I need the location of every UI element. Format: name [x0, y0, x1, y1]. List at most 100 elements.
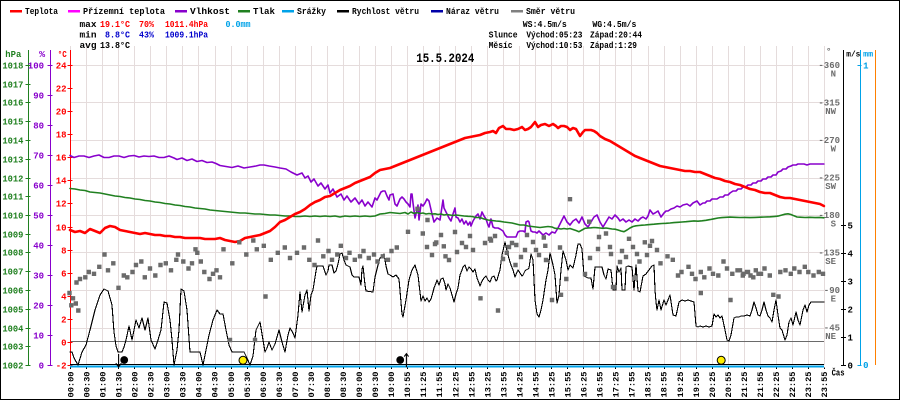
svg-text:18:25: 18:25	[644, 372, 654, 398]
svg-text:05:30: 05:30	[243, 372, 253, 398]
svg-text:10:00: 10:00	[387, 372, 397, 398]
svg-text:13:55: 13:55	[499, 371, 509, 397]
svg-text:17:25: 17:25	[612, 372, 622, 398]
svg-text:04:00: 04:00	[195, 372, 205, 398]
svg-text:-90: -90	[824, 286, 840, 296]
svg-text:03:00: 03:00	[163, 372, 173, 398]
svg-text:23:25: 23:25	[804, 372, 814, 398]
svg-text:8.8°C: 8.8°C	[105, 30, 131, 40]
svg-text:24: 24	[56, 62, 67, 72]
svg-text:11:55: 11:55	[435, 372, 445, 398]
svg-text:06:00: 06:00	[259, 372, 269, 398]
svg-text:19:25: 19:25	[676, 372, 686, 398]
svg-text:S: S	[831, 220, 837, 230]
svg-text:2: 2	[848, 306, 853, 316]
svg-text:18: 18	[56, 131, 67, 141]
svg-text:-45: -45	[824, 324, 840, 334]
svg-text:0: 0	[863, 361, 868, 371]
svg-text:Slunce: Slunce	[489, 30, 518, 40]
svg-text:1016: 1016	[2, 99, 23, 109]
svg-text:17:55: 17:55	[628, 372, 638, 398]
svg-text:WS:4.5m/s: WS:4.5m/s	[523, 20, 567, 30]
svg-text:0.0mm: 0.0mm	[226, 20, 252, 30]
svg-text:1002: 1002	[2, 362, 23, 372]
svg-text:-270: -270	[818, 136, 840, 146]
svg-text:40: 40	[33, 242, 44, 252]
svg-text:09:30: 09:30	[371, 372, 381, 398]
svg-text:80: 80	[33, 122, 44, 132]
svg-text:19:55: 19:55	[692, 372, 702, 398]
svg-text:100: 100	[28, 62, 44, 72]
svg-text:19.1°C: 19.1°C	[100, 20, 131, 30]
svg-text:12: 12	[56, 200, 67, 210]
svg-text:0: 0	[39, 362, 44, 372]
svg-text:Čas: Čas	[832, 368, 845, 379]
svg-text:W: W	[831, 145, 837, 155]
svg-text:WG:4.5m/s: WG:4.5m/s	[592, 20, 636, 30]
svg-text:09:00: 09:00	[355, 372, 365, 398]
svg-text:15.5.2024: 15.5.2024	[416, 51, 474, 66]
svg-text:Teplota: Teplota	[25, 7, 59, 17]
svg-text:1004: 1004	[2, 325, 24, 335]
svg-text:Směr větru: Směr větru	[526, 7, 575, 17]
svg-text:00:30: 00:30	[82, 372, 92, 398]
svg-text:E: E	[831, 295, 837, 305]
svg-text:22:55: 22:55	[788, 372, 798, 398]
svg-text:1006: 1006	[2, 287, 23, 297]
svg-text:Západ:20:44: Západ:20:44	[590, 30, 643, 40]
svg-text:-315: -315	[818, 99, 840, 109]
svg-text:16:25: 16:25	[580, 372, 590, 398]
svg-text:max: max	[80, 20, 98, 30]
svg-text:SE: SE	[825, 257, 836, 267]
svg-text:02:30: 02:30	[147, 372, 157, 398]
svg-text:13:25: 13:25	[483, 372, 493, 398]
svg-text:-360: -360	[818, 61, 840, 71]
svg-text:1017: 1017	[2, 81, 23, 91]
svg-text:Východ:05:23: Východ:05:23	[526, 30, 582, 40]
svg-text:0: 0	[848, 362, 853, 372]
svg-text:N: N	[831, 70, 836, 80]
svg-text:SW: SW	[825, 182, 836, 192]
svg-text:1: 1	[848, 334, 854, 344]
svg-text:15:55: 15:55	[564, 372, 574, 398]
svg-text:-135: -135	[818, 249, 840, 259]
svg-text:1018: 1018	[2, 62, 23, 72]
svg-text:NW: NW	[825, 107, 836, 117]
svg-text:01:00: 01:00	[99, 372, 109, 398]
svg-text:1007: 1007	[2, 268, 23, 278]
svg-text:10:55: 10:55	[403, 372, 413, 398]
svg-text:11:25: 11:25	[419, 372, 429, 398]
svg-text:Vlhkost: Vlhkost	[190, 7, 230, 17]
svg-text:°: °	[826, 47, 831, 57]
svg-text:14:55: 14:55	[531, 372, 541, 398]
svg-text:NE: NE	[825, 332, 836, 342]
svg-text:1011: 1011	[2, 193, 24, 203]
svg-text:05:00: 05:00	[227, 372, 237, 398]
svg-text:20: 20	[56, 108, 67, 118]
svg-text:43%: 43%	[139, 30, 155, 40]
svg-text:6: 6	[61, 270, 66, 280]
svg-text:23:55: 23:55	[820, 372, 830, 398]
svg-text:02:00: 02:00	[131, 372, 141, 398]
svg-text:1009: 1009	[2, 231, 23, 241]
svg-text:10: 10	[56, 224, 67, 234]
svg-text:20:25: 20:25	[708, 372, 718, 398]
svg-text:50: 50	[33, 212, 44, 222]
svg-text:1011.4hPa: 1011.4hPa	[165, 20, 209, 30]
svg-text:Západ:1:29: Západ:1:29	[590, 41, 637, 51]
svg-text:90: 90	[33, 92, 44, 102]
svg-text:22: 22	[56, 85, 67, 95]
svg-text:00:00: 00:00	[66, 372, 76, 398]
svg-text:20:55: 20:55	[724, 372, 734, 398]
svg-text:10: 10	[33, 332, 44, 342]
svg-text:70: 70	[33, 152, 44, 162]
svg-text:16: 16	[56, 154, 67, 164]
svg-text:mm: mm	[863, 49, 873, 59]
svg-text:1010: 1010	[2, 212, 23, 222]
svg-text:1003: 1003	[2, 343, 23, 353]
svg-text:0: 0	[61, 339, 66, 349]
svg-text:1012: 1012	[2, 175, 23, 185]
svg-text:14:25: 14:25	[515, 372, 525, 398]
svg-text:07:30: 07:30	[307, 372, 317, 398]
svg-text:1: 1	[863, 62, 869, 72]
